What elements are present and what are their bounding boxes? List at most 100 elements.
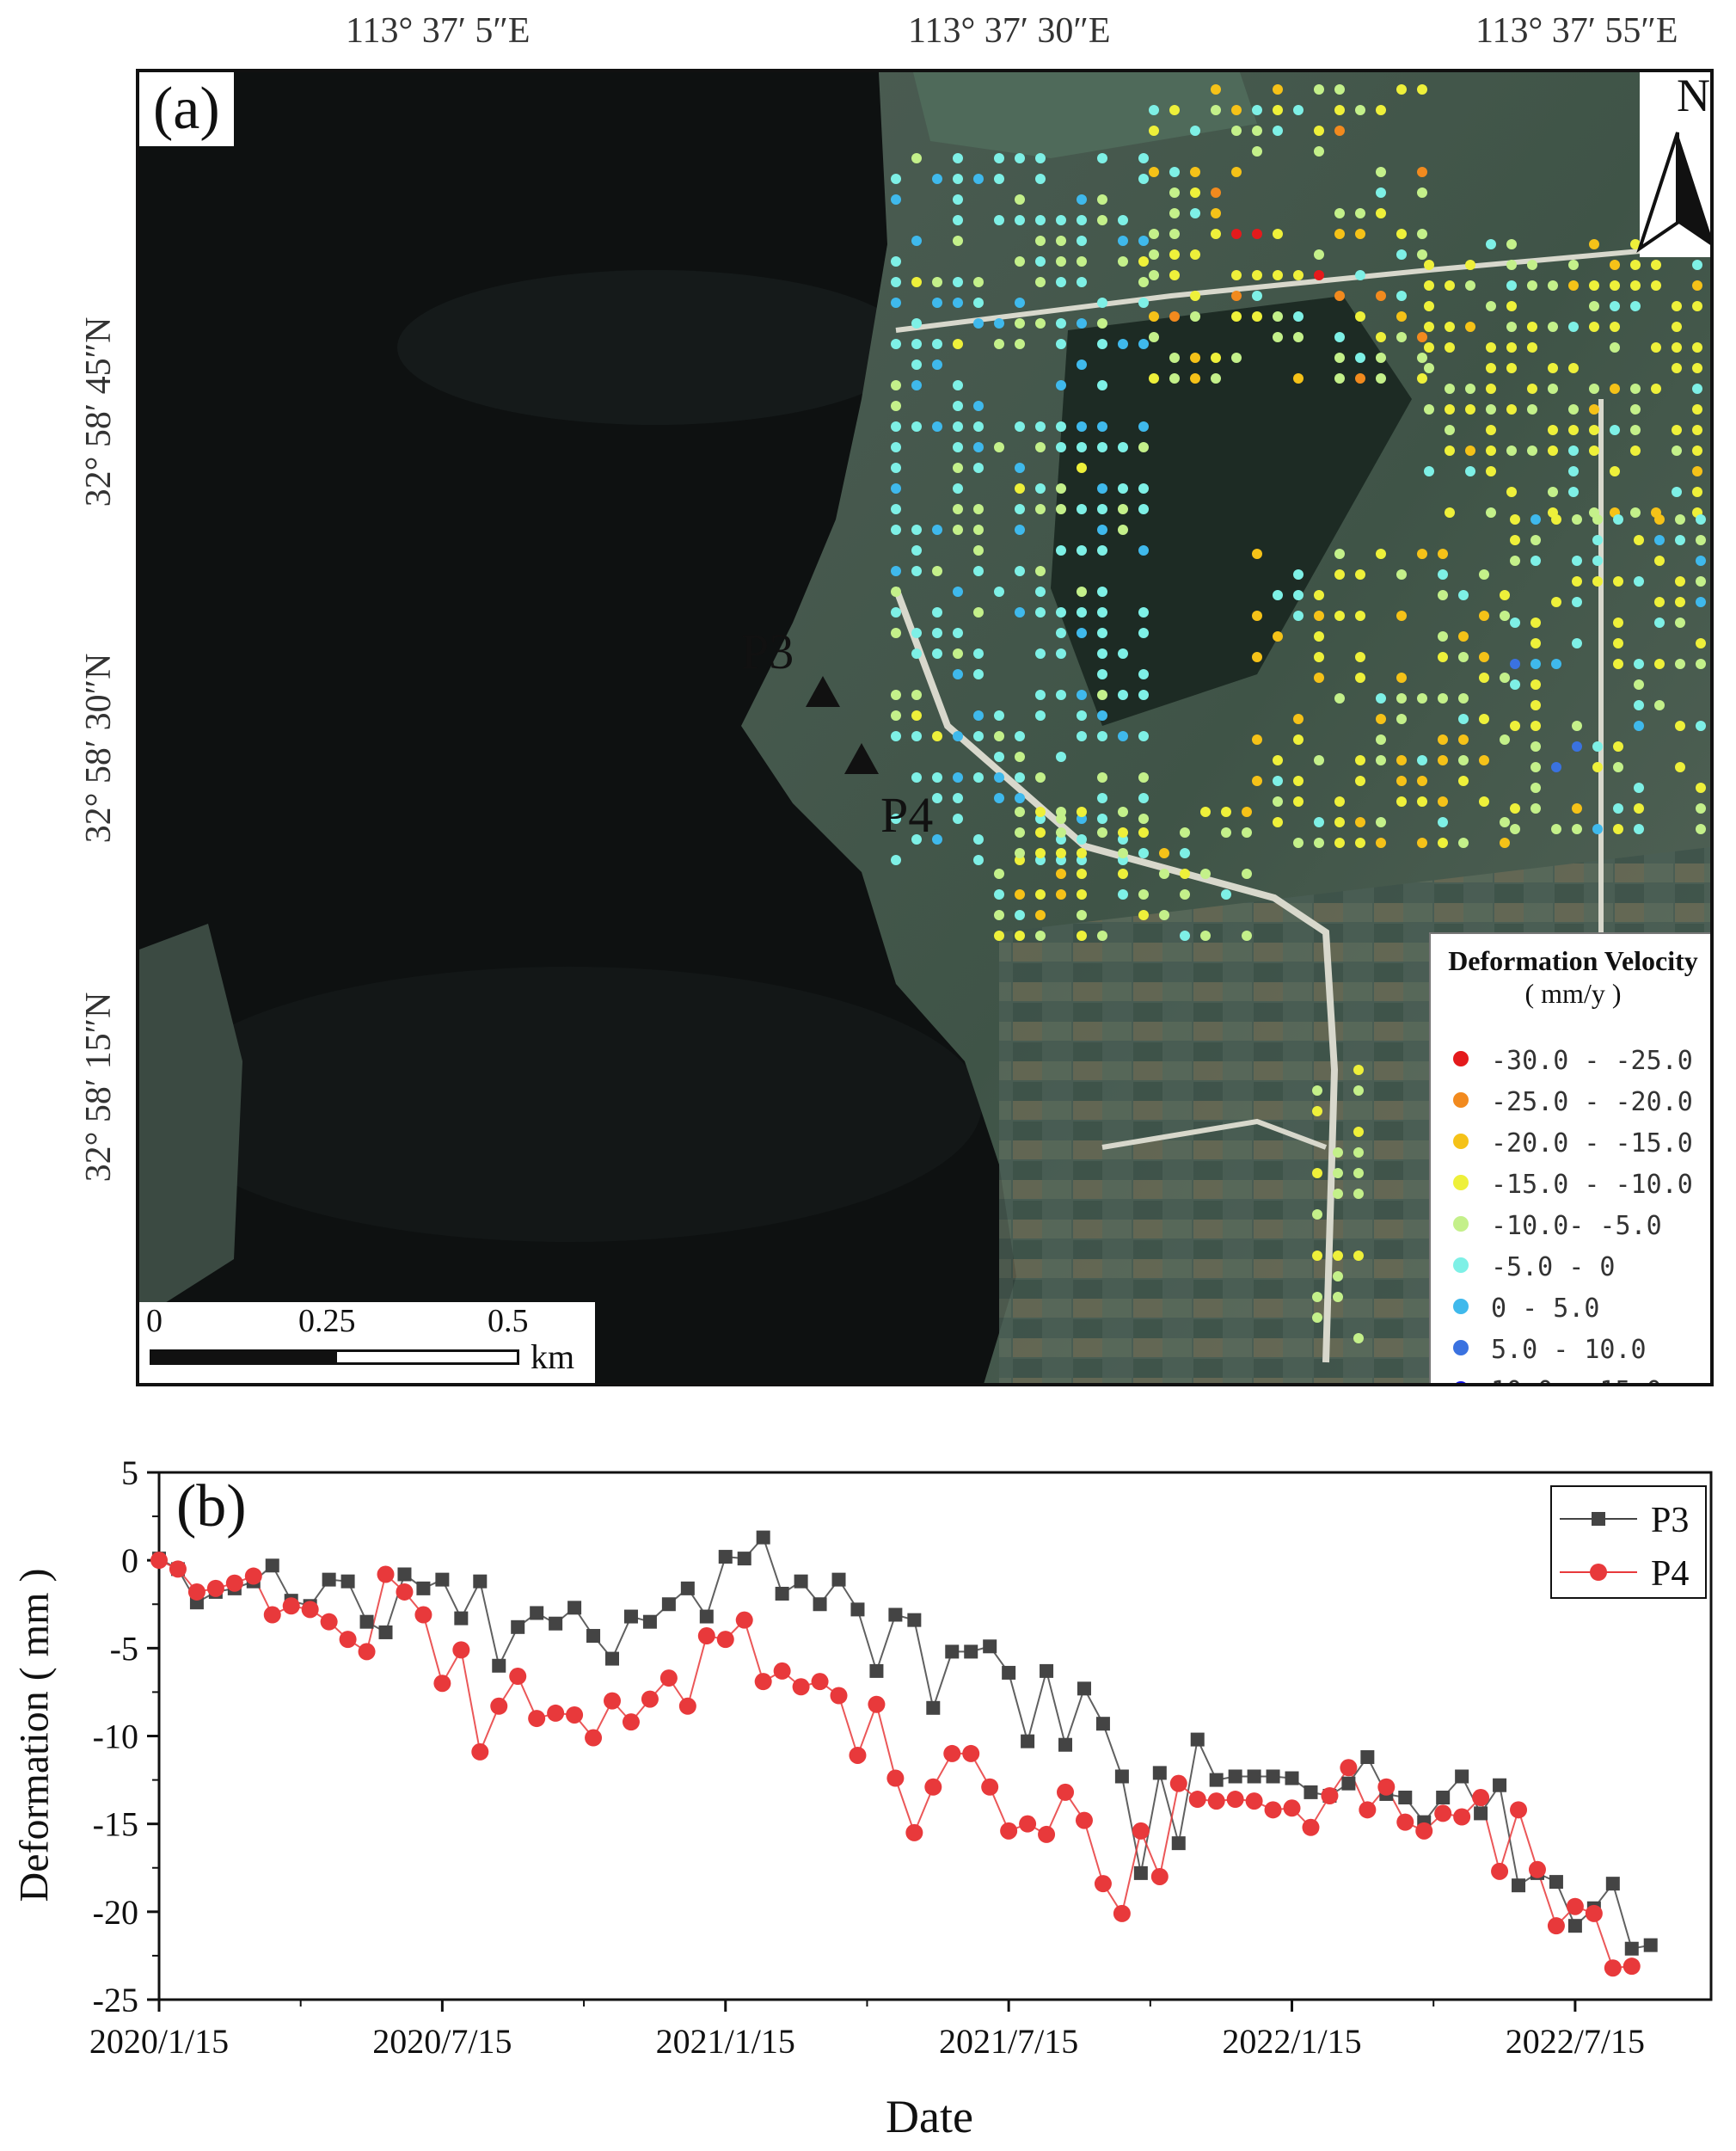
ps-point bbox=[1077, 848, 1087, 858]
ps-point bbox=[1077, 360, 1087, 370]
ps-point bbox=[932, 772, 942, 783]
ps-point bbox=[1056, 869, 1066, 879]
ps-point bbox=[1613, 824, 1623, 834]
ps-point bbox=[1293, 569, 1304, 580]
data-point-P4 bbox=[1188, 1791, 1206, 1809]
ps-point bbox=[1465, 322, 1475, 332]
ps-point bbox=[1376, 291, 1386, 301]
data-point-P3 bbox=[1530, 1865, 1544, 1880]
ps-point bbox=[1273, 311, 1283, 322]
ps-point bbox=[1334, 84, 1345, 95]
ps-point bbox=[1334, 229, 1345, 239]
ps-point bbox=[1692, 342, 1702, 353]
ps-point bbox=[1630, 239, 1641, 249]
ps-point bbox=[1613, 576, 1623, 587]
ps-point bbox=[1500, 611, 1510, 621]
ps-point bbox=[1312, 1168, 1322, 1178]
ps-point bbox=[1097, 318, 1107, 329]
ps-point bbox=[953, 380, 963, 390]
ps-point bbox=[1445, 446, 1455, 456]
plot-frame bbox=[157, 1471, 1713, 2001]
ps-point bbox=[1015, 421, 1025, 432]
data-point-P4 bbox=[414, 1606, 432, 1624]
ps-point bbox=[1531, 783, 1541, 793]
ps-point bbox=[1252, 776, 1262, 786]
ps-point bbox=[953, 401, 963, 411]
ps-point bbox=[1169, 167, 1180, 177]
data-point-P4 bbox=[868, 1695, 886, 1713]
ps-point bbox=[1211, 373, 1221, 384]
data-point-P4 bbox=[528, 1710, 546, 1728]
ps-point bbox=[1180, 848, 1190, 858]
ps-point bbox=[1035, 931, 1046, 941]
ps-point bbox=[1252, 126, 1262, 136]
data-point-P4 bbox=[358, 1643, 376, 1661]
data-point-P3 bbox=[623, 1609, 638, 1624]
ps-point bbox=[1314, 817, 1324, 827]
ps-point bbox=[1527, 384, 1537, 394]
ps-point bbox=[973, 463, 984, 473]
ps-point bbox=[1138, 910, 1149, 920]
data-point-P3 bbox=[265, 1558, 279, 1573]
ps-point bbox=[1634, 783, 1644, 793]
ps-point bbox=[1396, 611, 1407, 621]
ps-point bbox=[1551, 762, 1561, 772]
ps-point bbox=[1314, 84, 1324, 95]
ps-point bbox=[1035, 648, 1046, 659]
ps-point bbox=[891, 607, 901, 618]
ps-point bbox=[953, 442, 963, 452]
ps-point bbox=[1118, 236, 1128, 246]
x-tick-label: 2020/7/15 bbox=[372, 2022, 512, 2061]
ps-point bbox=[1458, 755, 1469, 765]
ps-point bbox=[1138, 256, 1149, 267]
ps-point bbox=[1097, 772, 1107, 783]
ps-point bbox=[1252, 229, 1262, 239]
ps-point bbox=[1097, 153, 1107, 163]
ps-point bbox=[1077, 690, 1087, 700]
ps-point bbox=[1417, 776, 1427, 786]
ps-point bbox=[1572, 597, 1582, 607]
data-point-P4 bbox=[905, 1823, 923, 1841]
ps-point bbox=[1312, 1292, 1322, 1302]
ps-point bbox=[1438, 796, 1448, 807]
ps-point bbox=[1672, 301, 1682, 311]
ps-point bbox=[1056, 318, 1066, 329]
data-point-P4 bbox=[1585, 1904, 1603, 1922]
ps-point bbox=[1333, 1292, 1343, 1302]
ps-point bbox=[1056, 648, 1066, 659]
legend-swatch bbox=[1453, 1175, 1469, 1190]
ps-point bbox=[1551, 659, 1561, 669]
ps-point bbox=[1589, 280, 1599, 291]
ps-point bbox=[1672, 487, 1682, 497]
ps-point bbox=[1445, 342, 1455, 353]
ps-point bbox=[994, 752, 1004, 762]
island bbox=[139, 924, 242, 1319]
ps-point bbox=[1417, 229, 1427, 239]
ps-point bbox=[1169, 373, 1180, 384]
ps-point bbox=[1077, 442, 1087, 452]
data-point-P4 bbox=[1132, 1822, 1150, 1840]
data-point-P4 bbox=[1321, 1786, 1339, 1804]
ps-point bbox=[1273, 229, 1283, 239]
ps-point bbox=[1231, 353, 1242, 363]
data-point-P4 bbox=[773, 1662, 791, 1680]
ps-point bbox=[953, 504, 963, 514]
ps-point bbox=[1138, 669, 1149, 679]
ps-point bbox=[1353, 1189, 1364, 1199]
legend-label: -30.0 - -25.0 bbox=[1491, 1046, 1693, 1076]
ps-point bbox=[1138, 483, 1149, 494]
ps-point bbox=[1097, 607, 1107, 618]
ps-point bbox=[1692, 301, 1702, 311]
ps-point bbox=[1396, 755, 1407, 765]
ps-point bbox=[1438, 817, 1448, 827]
data-point-P4 bbox=[659, 1669, 678, 1687]
ps-point bbox=[891, 690, 901, 700]
data-point-P4 bbox=[792, 1678, 810, 1696]
ps-point bbox=[1118, 442, 1128, 452]
ps-point bbox=[1138, 772, 1149, 783]
y-tick-label: 0 bbox=[121, 1541, 138, 1580]
ps-point bbox=[1527, 404, 1537, 415]
ps-point bbox=[1314, 673, 1324, 683]
y-axis-label: Deformation ( mm ) bbox=[11, 1568, 58, 1902]
ps-point bbox=[973, 648, 984, 659]
